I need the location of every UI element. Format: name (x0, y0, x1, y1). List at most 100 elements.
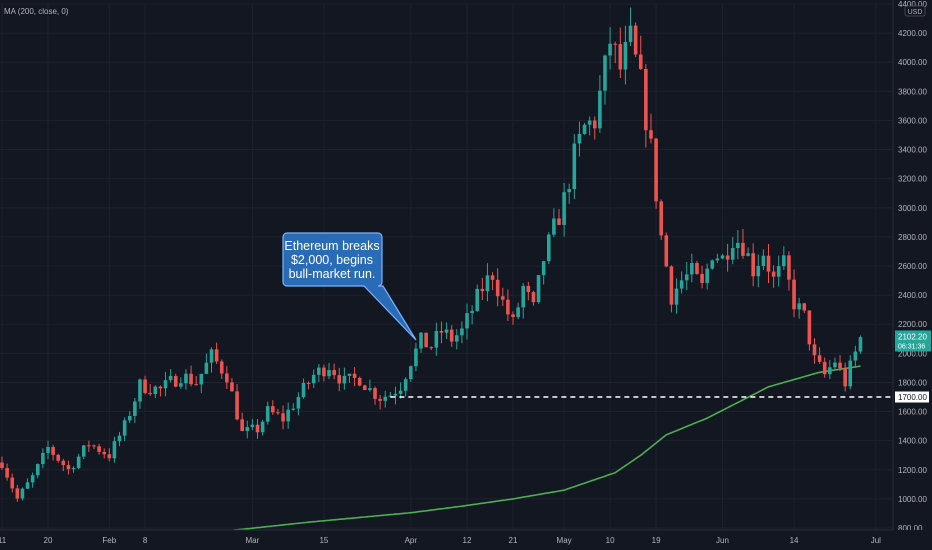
time-tick-label: Jun (716, 536, 729, 545)
candle (649, 113, 653, 144)
time-tick-label: 19 (652, 536, 661, 545)
support-price-label-bg (895, 391, 929, 403)
candle (567, 183, 572, 204)
price-tick-label: 1000.00 (898, 495, 927, 504)
candle (766, 244, 771, 284)
candle (439, 321, 444, 344)
price-axis[interactable]: 800.00 1000.00 1200.00 1400.00 1600.00 1800.0… (892, 0, 932, 550)
candle (812, 338, 817, 364)
callout-line-3: bull-market run. (289, 267, 376, 281)
candle-body (771, 271, 776, 277)
time-tick-label: 21 (509, 536, 518, 545)
price-tick-label: 1800.00 (898, 378, 927, 387)
time-tick-label: May (557, 536, 572, 545)
candle (460, 321, 464, 344)
candle (194, 375, 198, 386)
candle-body (567, 189, 572, 193)
candle-body (51, 447, 55, 455)
price-tick-label: 2000.00 (898, 349, 927, 358)
candle-body (822, 361, 827, 375)
candle-body (659, 201, 663, 236)
currency-badge[interactable]: USD (904, 5, 926, 17)
price-tick-label: 2600.00 (898, 262, 927, 271)
candle (577, 121, 582, 157)
candle (500, 287, 505, 307)
candles-layer (0, 7, 863, 502)
candle (260, 419, 265, 436)
candle-body (281, 413, 285, 422)
candle-body (225, 373, 229, 383)
candle-body (741, 242, 745, 256)
candle (102, 448, 106, 459)
candle (485, 263, 490, 302)
candle-body (454, 335, 459, 342)
candle (276, 408, 280, 415)
candle-body (5, 467, 9, 478)
candle-body (286, 409, 290, 422)
candle-body (204, 362, 209, 374)
time-axis[interactable]: 11 20 Feb 8 Mar 15 Apr 12 21 May 10 19 Jun 14 Jul (0, 529, 932, 550)
candle-body (76, 456, 81, 469)
price-axis-background (893, 0, 932, 550)
candle (409, 365, 413, 382)
candle-body (347, 373, 352, 376)
candle (664, 232, 669, 268)
indicator-label[interactable]: MA (200, close, 0) (4, 7, 69, 16)
candle-body (419, 332, 423, 349)
candle (117, 431, 122, 447)
candle-body (449, 329, 454, 342)
candle (480, 277, 485, 301)
candle-body (710, 260, 715, 269)
candle-body (838, 362, 842, 369)
candle-body (725, 255, 730, 260)
candle (20, 487, 25, 501)
candle (802, 302, 807, 314)
candle-body (843, 368, 847, 387)
candle-body (337, 375, 342, 384)
candle (797, 297, 801, 319)
candle-body (81, 445, 86, 457)
candle (81, 444, 86, 460)
candle-body (260, 421, 265, 433)
candle (618, 27, 623, 79)
candle-body (695, 262, 699, 274)
candle-body (209, 349, 214, 363)
candle (240, 412, 244, 432)
candle (429, 346, 434, 351)
candle (516, 302, 520, 320)
candle-body (552, 218, 556, 235)
candle-body (199, 373, 204, 385)
time-tick-label: 11 (0, 536, 7, 545)
callout-bubble (282, 232, 417, 341)
candle (623, 25, 628, 85)
candle (582, 122, 587, 135)
candle-body (700, 273, 704, 283)
candle (265, 401, 270, 425)
candle (705, 263, 709, 290)
candle-body (414, 348, 418, 367)
candle-body (30, 475, 35, 483)
candle (684, 262, 689, 291)
candle-body (179, 383, 183, 387)
candle-body (393, 393, 398, 396)
candle-body (189, 373, 193, 385)
candle (317, 364, 321, 382)
candle-body (143, 379, 147, 393)
candle-body (35, 464, 40, 476)
candle-body (117, 435, 122, 442)
annotation-callout[interactable]: Ethereum breaks $2,000, begins bull-mark… (282, 232, 417, 341)
candle (143, 375, 147, 395)
time-tick-label: Jul (871, 536, 881, 545)
time-tick-label: 20 (44, 536, 53, 545)
candle-body (138, 379, 142, 402)
candle (414, 342, 418, 372)
candle-body (853, 351, 858, 361)
candle (817, 347, 822, 364)
candle (756, 254, 761, 288)
candle-body (592, 120, 597, 129)
candle (148, 384, 152, 397)
price-tick-label: 1600.00 (898, 408, 927, 417)
candle (531, 290, 536, 306)
candle-body (572, 143, 577, 190)
candle-body (194, 384, 198, 386)
